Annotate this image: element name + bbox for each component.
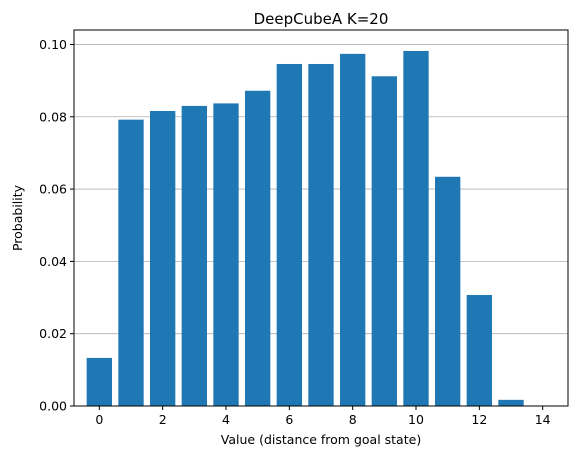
- y-axis-label: Probability: [10, 184, 25, 251]
- x-tick-label-12: 12: [471, 412, 487, 427]
- bar-9: [371, 76, 397, 407]
- x-tick-label-4: 4: [222, 412, 230, 427]
- bar-11: [435, 176, 461, 406]
- x-tick-label-6: 6: [285, 412, 293, 427]
- y-axis-ticks: 0.00 0.02 0.04 0.06 0.08 0.10: [39, 37, 74, 414]
- x-axis-ticks: 0 2 4 6 8 10 12 14: [95, 406, 551, 427]
- y-tick-label-1: 0.02: [39, 326, 67, 341]
- chart-title: DeepCubeA K=20: [254, 10, 389, 28]
- y-tick-label-5: 0.10: [39, 37, 67, 52]
- y-tick-label-4: 0.08: [39, 109, 67, 124]
- x-tick-label-14: 14: [535, 412, 551, 427]
- y-tick-label-0: 0.00: [39, 399, 67, 414]
- bar-2: [150, 110, 176, 406]
- x-axis-label: Value (distance from goal state): [221, 432, 421, 447]
- bar-13: [498, 399, 524, 406]
- bar-12: [466, 295, 492, 406]
- bar-5: [245, 90, 271, 406]
- x-tick-label-10: 10: [408, 412, 424, 427]
- bar-10: [403, 50, 429, 406]
- bar-6: [276, 63, 302, 406]
- bar-1: [118, 119, 144, 407]
- bar-7: [308, 63, 334, 406]
- plot-frame: [73, 29, 569, 407]
- x-tick-label-8: 8: [349, 412, 357, 427]
- bar-4: [213, 103, 239, 407]
- y-tick-label-3: 0.06: [39, 182, 67, 197]
- bar-3: [181, 105, 207, 406]
- bar-8: [340, 53, 366, 406]
- bar-0: [86, 357, 112, 406]
- x-tick-label-2: 2: [159, 412, 167, 427]
- bars: [86, 50, 524, 407]
- x-tick-label-0: 0: [95, 412, 103, 427]
- y-tick-label-2: 0.04: [39, 254, 67, 269]
